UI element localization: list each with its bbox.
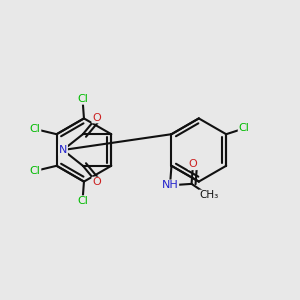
Text: Cl: Cl (30, 166, 40, 176)
Text: O: O (92, 112, 101, 123)
Text: Cl: Cl (77, 94, 88, 104)
Text: Cl: Cl (238, 124, 249, 134)
Text: O: O (92, 177, 101, 188)
Text: Cl: Cl (30, 124, 40, 134)
Text: Cl: Cl (77, 196, 88, 206)
Text: CH₃: CH₃ (199, 190, 218, 200)
Text: N: N (59, 145, 67, 155)
Text: NH: NH (162, 180, 178, 190)
Text: O: O (189, 159, 197, 170)
